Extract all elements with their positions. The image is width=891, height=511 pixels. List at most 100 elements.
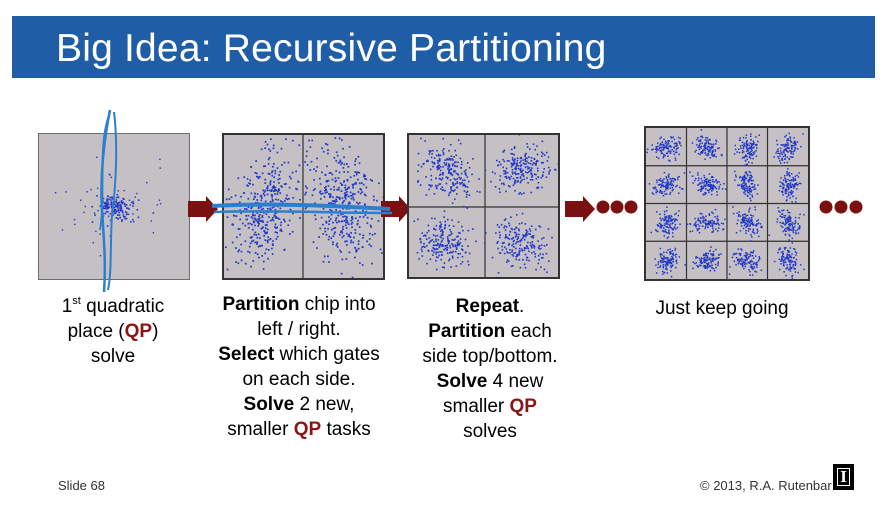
gate-dot (703, 184, 705, 186)
gate-dot (751, 146, 753, 149)
gate-dot (502, 166, 504, 169)
gate-dot (444, 189, 446, 192)
gate-dot (267, 236, 270, 238)
gate-dot (743, 151, 745, 153)
gate-dot (785, 188, 787, 190)
gate-dot (454, 244, 456, 246)
gate-dot (121, 211, 124, 214)
gate-dot (314, 214, 316, 217)
gate-dot (281, 164, 283, 166)
gate-dot (525, 152, 527, 155)
gate-dot (273, 186, 275, 189)
gate-dot (740, 186, 743, 188)
gate-dot (751, 274, 754, 276)
gate-dot (710, 187, 712, 190)
gate-dot (667, 217, 670, 219)
gate-dot (513, 146, 516, 148)
gate-dot (750, 183, 752, 185)
gate-dot (661, 141, 664, 143)
gate-dot (781, 153, 783, 155)
gate-dot (121, 202, 124, 204)
gate-dot (743, 263, 746, 266)
gate-dot (445, 245, 447, 247)
gate-dot (266, 221, 269, 223)
gate-dot (757, 230, 759, 232)
gate-dot (799, 264, 802, 266)
gate-dot (304, 161, 306, 163)
gate-dot (784, 143, 787, 146)
gate-dot (350, 223, 353, 225)
gate-dot (781, 254, 784, 256)
gate-dot (312, 241, 315, 243)
gate-dot (531, 164, 534, 166)
gate-dot (528, 156, 530, 158)
gate-dot (449, 172, 451, 174)
gate-dot (749, 151, 751, 154)
gate-dot (526, 256, 529, 259)
gate-dot (777, 156, 779, 158)
gate-dot (529, 244, 532, 246)
gate-dot (354, 160, 357, 163)
gate-dot (457, 240, 460, 242)
gate-dot (255, 160, 257, 162)
gate-dot (434, 235, 437, 237)
gate-dot (740, 147, 742, 149)
gate-dot (256, 243, 258, 245)
gate-dot (706, 223, 708, 226)
gate-dot (708, 149, 711, 151)
gate-dot (739, 254, 742, 256)
gate-dot (115, 199, 118, 201)
gate-dot (439, 183, 442, 185)
gate-dot (716, 222, 719, 225)
step-caption-2: Partition chip into left / right. Select w… (196, 292, 402, 442)
gate-dot (239, 209, 241, 211)
gate-dot (269, 189, 271, 192)
gate-dot (737, 258, 739, 261)
gate-dot (346, 244, 348, 246)
gate-dot (270, 193, 273, 196)
gate-dot (786, 174, 788, 176)
gate-dot (240, 243, 242, 246)
gate-dot (724, 218, 726, 220)
gate-dot (700, 264, 702, 267)
gate-dot (357, 178, 359, 181)
gate-dot (666, 183, 669, 186)
gate-dot (506, 251, 508, 253)
gate-dot (784, 219, 787, 221)
gate-dot (780, 185, 782, 188)
gate-dot (442, 152, 445, 154)
gate-dot (465, 174, 467, 176)
gate-dot (701, 262, 703, 264)
gate-dot (704, 146, 707, 148)
gate-dot (784, 149, 787, 151)
gate-dot (792, 263, 794, 266)
gate-dot (753, 143, 755, 146)
gate-dot (287, 224, 290, 227)
gate-dot (277, 205, 279, 208)
gate-dot (309, 169, 312, 171)
gate-dot (445, 176, 448, 178)
gate-dot (104, 207, 107, 210)
gate-dot (666, 178, 669, 181)
gate-dot (704, 185, 707, 187)
gate-dot (741, 151, 744, 154)
gate-dot (746, 225, 748, 228)
gate-dot (525, 232, 528, 234)
gate-dot (775, 152, 777, 154)
gate-dot (739, 215, 742, 217)
gate-dot (511, 153, 514, 155)
gate-dot (752, 224, 754, 226)
gate-dot (747, 191, 750, 194)
gate-dot (786, 142, 789, 144)
gate-dot (797, 271, 799, 274)
gate-dot (438, 228, 441, 230)
gate-dot (422, 245, 425, 248)
gate-dot (697, 266, 699, 268)
gate-dot (463, 179, 466, 181)
gate-dot (689, 223, 691, 225)
gate-dot (665, 216, 668, 219)
gate-dot (431, 217, 433, 220)
gate-dot (768, 234, 770, 236)
gate-dot (252, 221, 255, 224)
gate-dot (306, 164, 309, 166)
